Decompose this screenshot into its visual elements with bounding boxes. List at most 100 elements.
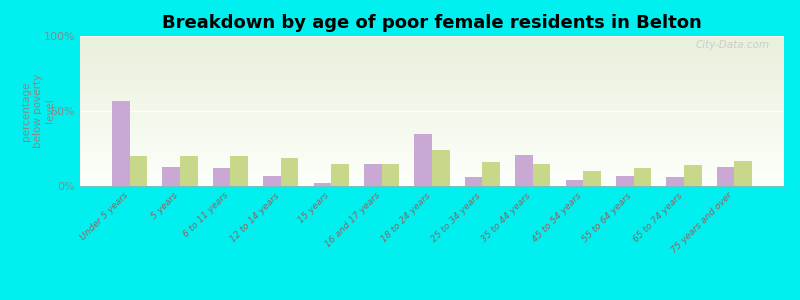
Bar	[80, 36, 784, 37]
Bar	[80, 105, 784, 106]
Bar	[80, 175, 784, 176]
Bar	[80, 63, 784, 64]
Bar	[80, 123, 784, 124]
Bar	[80, 76, 784, 77]
Bar	[80, 178, 784, 179]
Bar	[80, 111, 784, 112]
Bar	[80, 56, 784, 57]
Bar	[80, 94, 784, 95]
Bar	[180, 156, 198, 186]
Bar	[80, 185, 784, 186]
Bar	[80, 124, 784, 125]
Bar	[80, 52, 784, 53]
Bar	[80, 72, 784, 73]
Bar	[80, 168, 784, 169]
Bar	[566, 180, 583, 186]
Bar	[80, 173, 784, 174]
Bar	[80, 140, 784, 141]
Bar	[80, 150, 784, 151]
Bar	[80, 60, 784, 61]
Bar	[80, 138, 784, 139]
Bar	[80, 53, 784, 54]
Bar	[80, 171, 784, 172]
Bar	[734, 160, 752, 186]
Bar	[80, 148, 784, 149]
Bar	[80, 83, 784, 84]
Bar	[515, 154, 533, 186]
Bar	[80, 118, 784, 119]
Bar	[80, 120, 784, 121]
Bar	[80, 132, 784, 133]
Bar	[80, 127, 784, 128]
Bar	[80, 79, 784, 80]
Bar	[80, 136, 784, 137]
Bar	[616, 176, 634, 186]
Bar	[80, 176, 784, 177]
Bar	[80, 69, 784, 70]
Bar	[80, 157, 784, 158]
Bar	[80, 125, 784, 126]
Bar	[331, 164, 349, 186]
Bar	[80, 48, 784, 49]
Bar	[80, 104, 784, 105]
Bar	[80, 41, 784, 42]
Bar	[213, 168, 230, 186]
Bar	[465, 177, 482, 186]
Bar	[80, 66, 784, 67]
Bar	[533, 164, 550, 186]
Bar	[80, 45, 784, 46]
Bar	[281, 158, 298, 186]
Bar	[80, 89, 784, 90]
Bar	[80, 107, 784, 108]
Bar	[80, 158, 784, 159]
Bar	[80, 180, 784, 181]
Bar	[717, 167, 734, 186]
Bar	[80, 57, 784, 58]
Bar	[80, 95, 784, 96]
Bar	[80, 110, 784, 111]
Bar	[80, 67, 784, 68]
Bar	[382, 164, 399, 186]
Bar	[80, 85, 784, 86]
Bar	[80, 164, 784, 165]
Bar	[80, 184, 784, 185]
Bar	[80, 71, 784, 72]
Bar	[80, 143, 784, 144]
Bar	[80, 167, 784, 168]
Bar	[80, 177, 784, 178]
Bar	[80, 169, 784, 170]
Bar	[80, 100, 784, 101]
Bar	[80, 152, 784, 153]
Bar	[80, 130, 784, 131]
Bar	[80, 50, 784, 51]
Bar	[80, 117, 784, 118]
Bar	[112, 100, 130, 186]
Bar	[80, 98, 784, 99]
Bar	[80, 133, 784, 134]
Bar	[80, 38, 784, 39]
Bar	[80, 181, 784, 182]
Bar	[80, 149, 784, 150]
Bar	[80, 118, 784, 119]
Bar	[80, 37, 784, 38]
Bar	[80, 182, 784, 183]
Bar	[80, 90, 784, 91]
Bar	[80, 42, 784, 43]
Bar	[80, 174, 784, 175]
Bar	[80, 161, 784, 162]
Bar	[80, 49, 784, 50]
Bar	[80, 142, 784, 143]
Bar	[80, 154, 784, 155]
Y-axis label: percentage
below poverty
level: percentage below poverty level	[22, 74, 54, 148]
Bar	[80, 102, 784, 103]
Bar	[80, 40, 784, 41]
Bar	[80, 64, 784, 65]
Bar	[80, 85, 784, 86]
Bar	[80, 80, 784, 81]
Bar	[80, 109, 784, 110]
Bar	[130, 156, 147, 186]
Bar	[80, 88, 784, 89]
Bar	[80, 116, 784, 117]
Bar	[80, 112, 784, 113]
Bar	[80, 151, 784, 152]
